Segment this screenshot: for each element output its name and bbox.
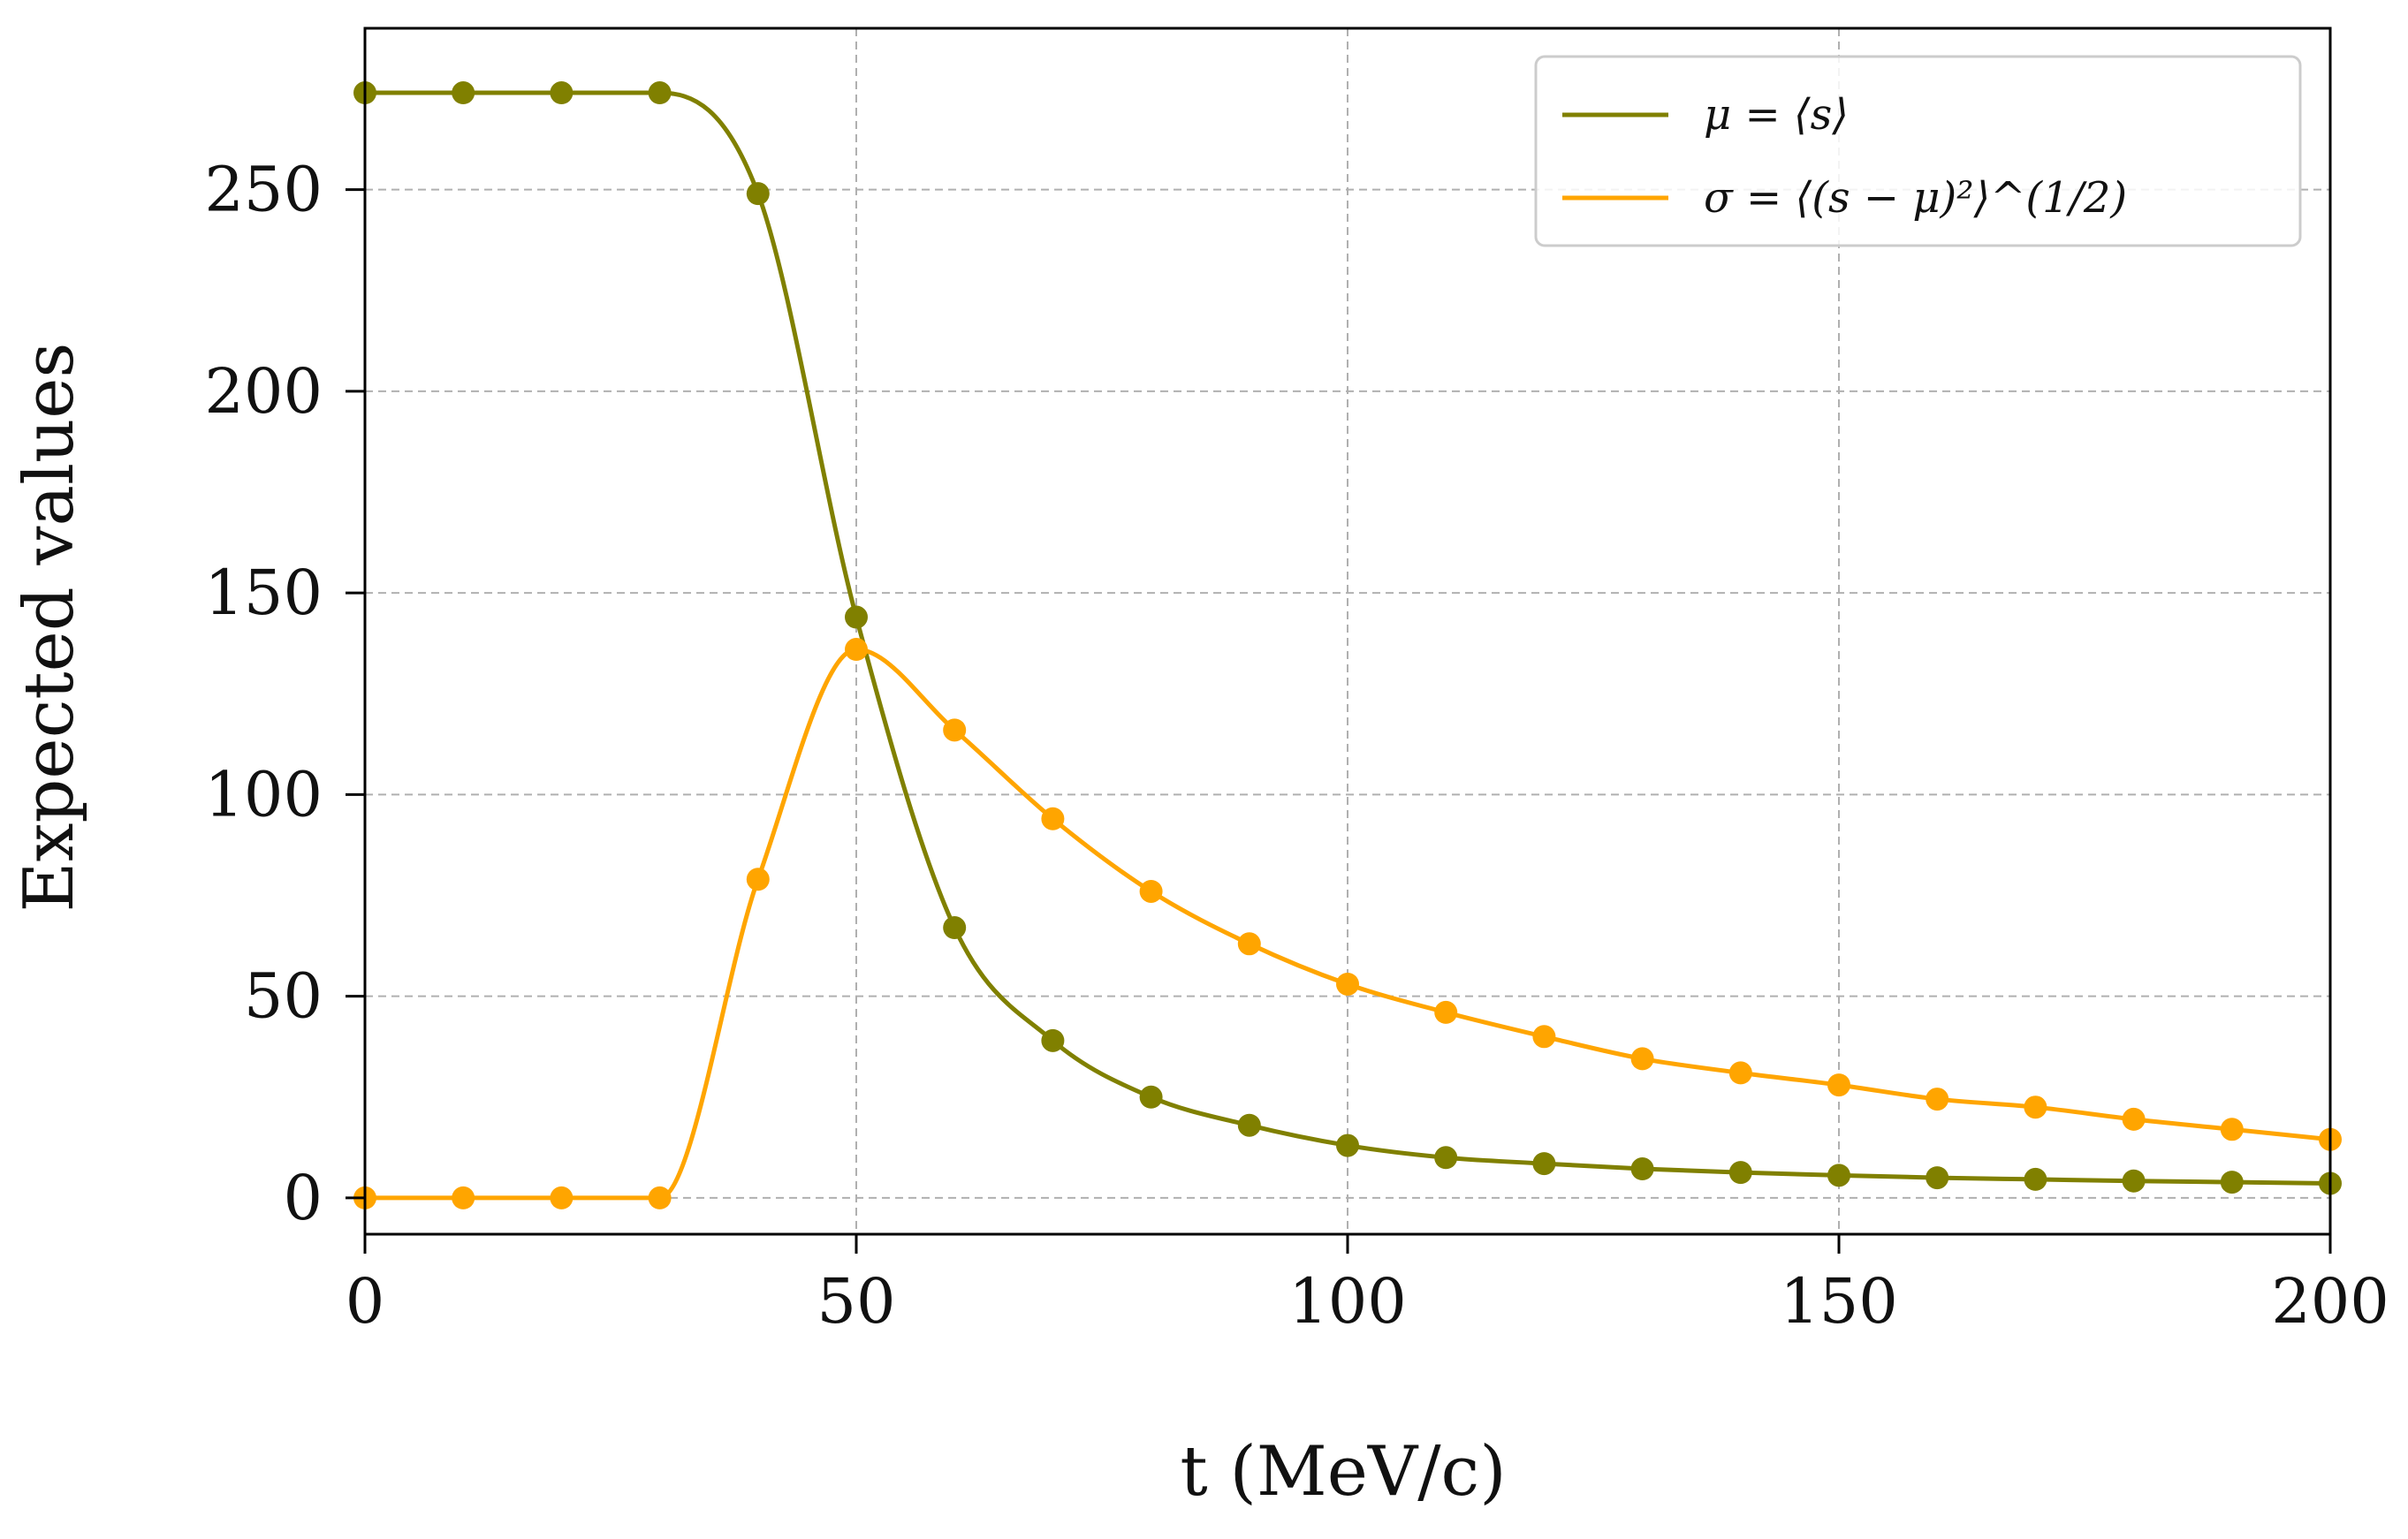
data-point bbox=[746, 868, 770, 891]
y-tick-label: 250 bbox=[204, 154, 323, 226]
y-tick-label: 100 bbox=[204, 758, 323, 830]
data-point bbox=[1926, 1166, 1949, 1190]
data-point bbox=[452, 81, 475, 105]
x-tick-label: 50 bbox=[817, 1265, 895, 1338]
data-point bbox=[1827, 1164, 1850, 1187]
y-tick-label: 200 bbox=[204, 355, 323, 428]
legend: μ = ⟨s⟩ σ = ⟨(s − μ)²⟩^(1/2) bbox=[1534, 55, 2302, 247]
legend-label: σ = ⟨(s − μ)²⟩^(1/2) bbox=[1704, 173, 2127, 223]
data-point bbox=[1434, 1146, 1458, 1170]
x-axis-title: t (MeV/c) bbox=[1180, 1432, 1506, 1512]
data-point bbox=[845, 638, 868, 662]
data-point bbox=[1728, 1161, 1752, 1185]
data-point bbox=[2220, 1118, 2244, 1141]
series-points bbox=[353, 81, 2342, 1209]
data-point bbox=[746, 182, 770, 206]
data-point bbox=[1139, 879, 1163, 903]
data-point bbox=[1926, 1088, 1949, 1111]
data-point bbox=[648, 81, 672, 105]
data-point bbox=[1237, 1113, 1261, 1137]
data-point bbox=[1532, 1152, 1556, 1176]
data-point bbox=[1336, 1133, 1359, 1157]
data-point bbox=[1827, 1073, 1850, 1097]
legend-box bbox=[1534, 55, 2302, 247]
data-point bbox=[452, 1186, 475, 1209]
data-point bbox=[550, 81, 574, 105]
y-tick-label: 50 bbox=[244, 960, 323, 1033]
data-point bbox=[1434, 1000, 1458, 1024]
data-point bbox=[943, 718, 967, 742]
data-point bbox=[1532, 1025, 1556, 1049]
data-point bbox=[845, 605, 868, 629]
y-tick-label: 0 bbox=[283, 1162, 323, 1234]
data-point bbox=[1728, 1061, 1752, 1085]
data-point bbox=[2122, 1107, 2146, 1131]
x-tick-label: 150 bbox=[1780, 1265, 1898, 1338]
x-tick-label: 100 bbox=[1288, 1265, 1407, 1338]
data-point bbox=[1336, 972, 1359, 996]
data-point bbox=[1139, 1085, 1163, 1109]
x-tick-label: 200 bbox=[2271, 1265, 2389, 1338]
data-point bbox=[1041, 807, 1065, 830]
data-point bbox=[1630, 1047, 1654, 1071]
data-point bbox=[648, 1186, 672, 1209]
data-point bbox=[2024, 1167, 2047, 1191]
y-axis-title: Expected values bbox=[10, 343, 89, 913]
legend-label: μ = ⟨s⟩ bbox=[1704, 90, 1849, 140]
data-point bbox=[1237, 932, 1261, 956]
x-tick-label: 0 bbox=[346, 1265, 385, 1338]
data-point bbox=[2122, 1169, 2146, 1193]
axis-ticks: 0 50 100 150 200 0 50 100 150 200 250 bbox=[204, 154, 2389, 1338]
data-point bbox=[943, 916, 967, 940]
data-point bbox=[1041, 1028, 1065, 1052]
data-point bbox=[2220, 1171, 2244, 1194]
data-point bbox=[1630, 1157, 1654, 1181]
data-point bbox=[550, 1186, 574, 1209]
data-point bbox=[2024, 1095, 2047, 1119]
y-tick-label: 150 bbox=[204, 557, 323, 629]
